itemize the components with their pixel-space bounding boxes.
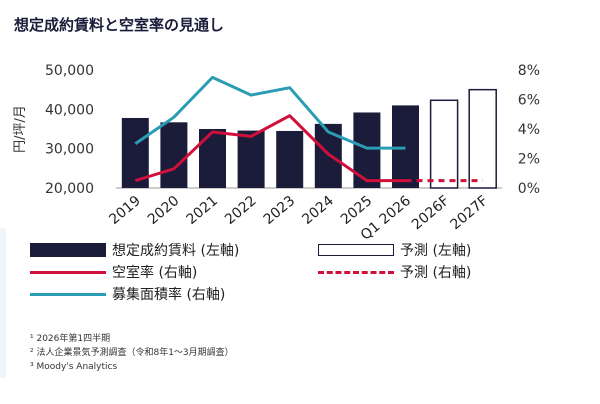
legend-item-rent: 想定成約賃料 (左軸) bbox=[30, 240, 239, 260]
chart-title: 想定成約賃料と空室率の見通し bbox=[14, 16, 225, 34]
line-vacancy-rate bbox=[134, 114, 406, 183]
footnote-1: ¹ 2026年第1四半期 bbox=[30, 334, 111, 344]
footnotes: ¹ 2026年第1四半期 ² 法人企業景気予測調査（令和8年1〜3月期調査） ³… bbox=[30, 332, 234, 374]
legend-item-recruit: 募集面積率 (右軸) bbox=[30, 284, 225, 304]
legend-label-rent-forecast: 予測 (左軸) bbox=[400, 243, 472, 259]
side-accent-bar bbox=[0, 228, 6, 378]
chart-area: 20,000 30,000 40,000 50,000 0% 2% 4% 6% 8% 円/坪/月 2… bbox=[13, 63, 540, 244]
x-tick-label: 2024 bbox=[299, 193, 337, 228]
x-tick-label: 2022 bbox=[222, 193, 260, 228]
y-left-tick-label: 20,000 bbox=[45, 181, 94, 197]
x-tick-label: 2027F bbox=[448, 193, 492, 233]
legend-label-recruit: 募集面積率 (右軸) bbox=[112, 287, 226, 303]
legend-label-vacancy: 空室率 (右軸) bbox=[112, 265, 198, 281]
x-tick-label: 2023 bbox=[261, 193, 299, 228]
y-left-tick-label: 40,000 bbox=[45, 102, 94, 118]
legend-label-vacancy-forecast: 予測 (右軸) bbox=[400, 265, 472, 281]
line-recruit-rate bbox=[134, 75, 406, 150]
legend-swatch-rent-forecast bbox=[318, 244, 394, 256]
y-left-tick-label: 30,000 bbox=[45, 142, 94, 158]
legend-swatch-vacancy-forecast bbox=[318, 270, 394, 274]
y-right-tick-label: 4% bbox=[518, 122, 540, 138]
bar-rent bbox=[353, 112, 381, 188]
legend-swatch-rent bbox=[30, 243, 106, 257]
legend-swatch-vacancy bbox=[30, 270, 106, 274]
legend-label-rent: 想定成約賃料 (左軸) bbox=[112, 243, 240, 259]
y-right-tick-label: 8% bbox=[518, 63, 540, 79]
bar-rent-forecast bbox=[468, 88, 497, 189]
footnote-2: ² 法人企業景気予測調査（令和8年1〜3月期調査） bbox=[30, 348, 234, 358]
bar-rent bbox=[160, 122, 188, 188]
bar-rent-forecast bbox=[429, 99, 459, 189]
legend-swatch-recruit bbox=[30, 292, 106, 296]
bar-rent bbox=[199, 129, 226, 188]
legend-item-vacancy: 空室率 (右軸) bbox=[30, 262, 197, 282]
x-tick-label: 2019 bbox=[106, 193, 144, 228]
y-right-tick-label: 6% bbox=[518, 93, 540, 109]
x-tick-label: 2021 bbox=[183, 193, 221, 228]
bar-rent bbox=[237, 130, 265, 188]
y-left-tick-label: 50,000 bbox=[45, 63, 94, 79]
y-axis-label: 円/坪/月 bbox=[13, 105, 28, 153]
x-tick-label: 2026F bbox=[409, 193, 453, 233]
footnote-3: ³ Moody's Analytics bbox=[30, 362, 118, 372]
y-right-tick-label: 0% bbox=[518, 181, 540, 197]
y-right-tick-label: 2% bbox=[518, 152, 540, 168]
legend-item-vacancy-forecast: 予測 (右軸) bbox=[318, 262, 471, 282]
legend-item-rent-forecast: 予測 (左軸) bbox=[318, 240, 471, 260]
bar-rent bbox=[276, 130, 304, 188]
x-tick-label: 2020 bbox=[145, 193, 183, 228]
